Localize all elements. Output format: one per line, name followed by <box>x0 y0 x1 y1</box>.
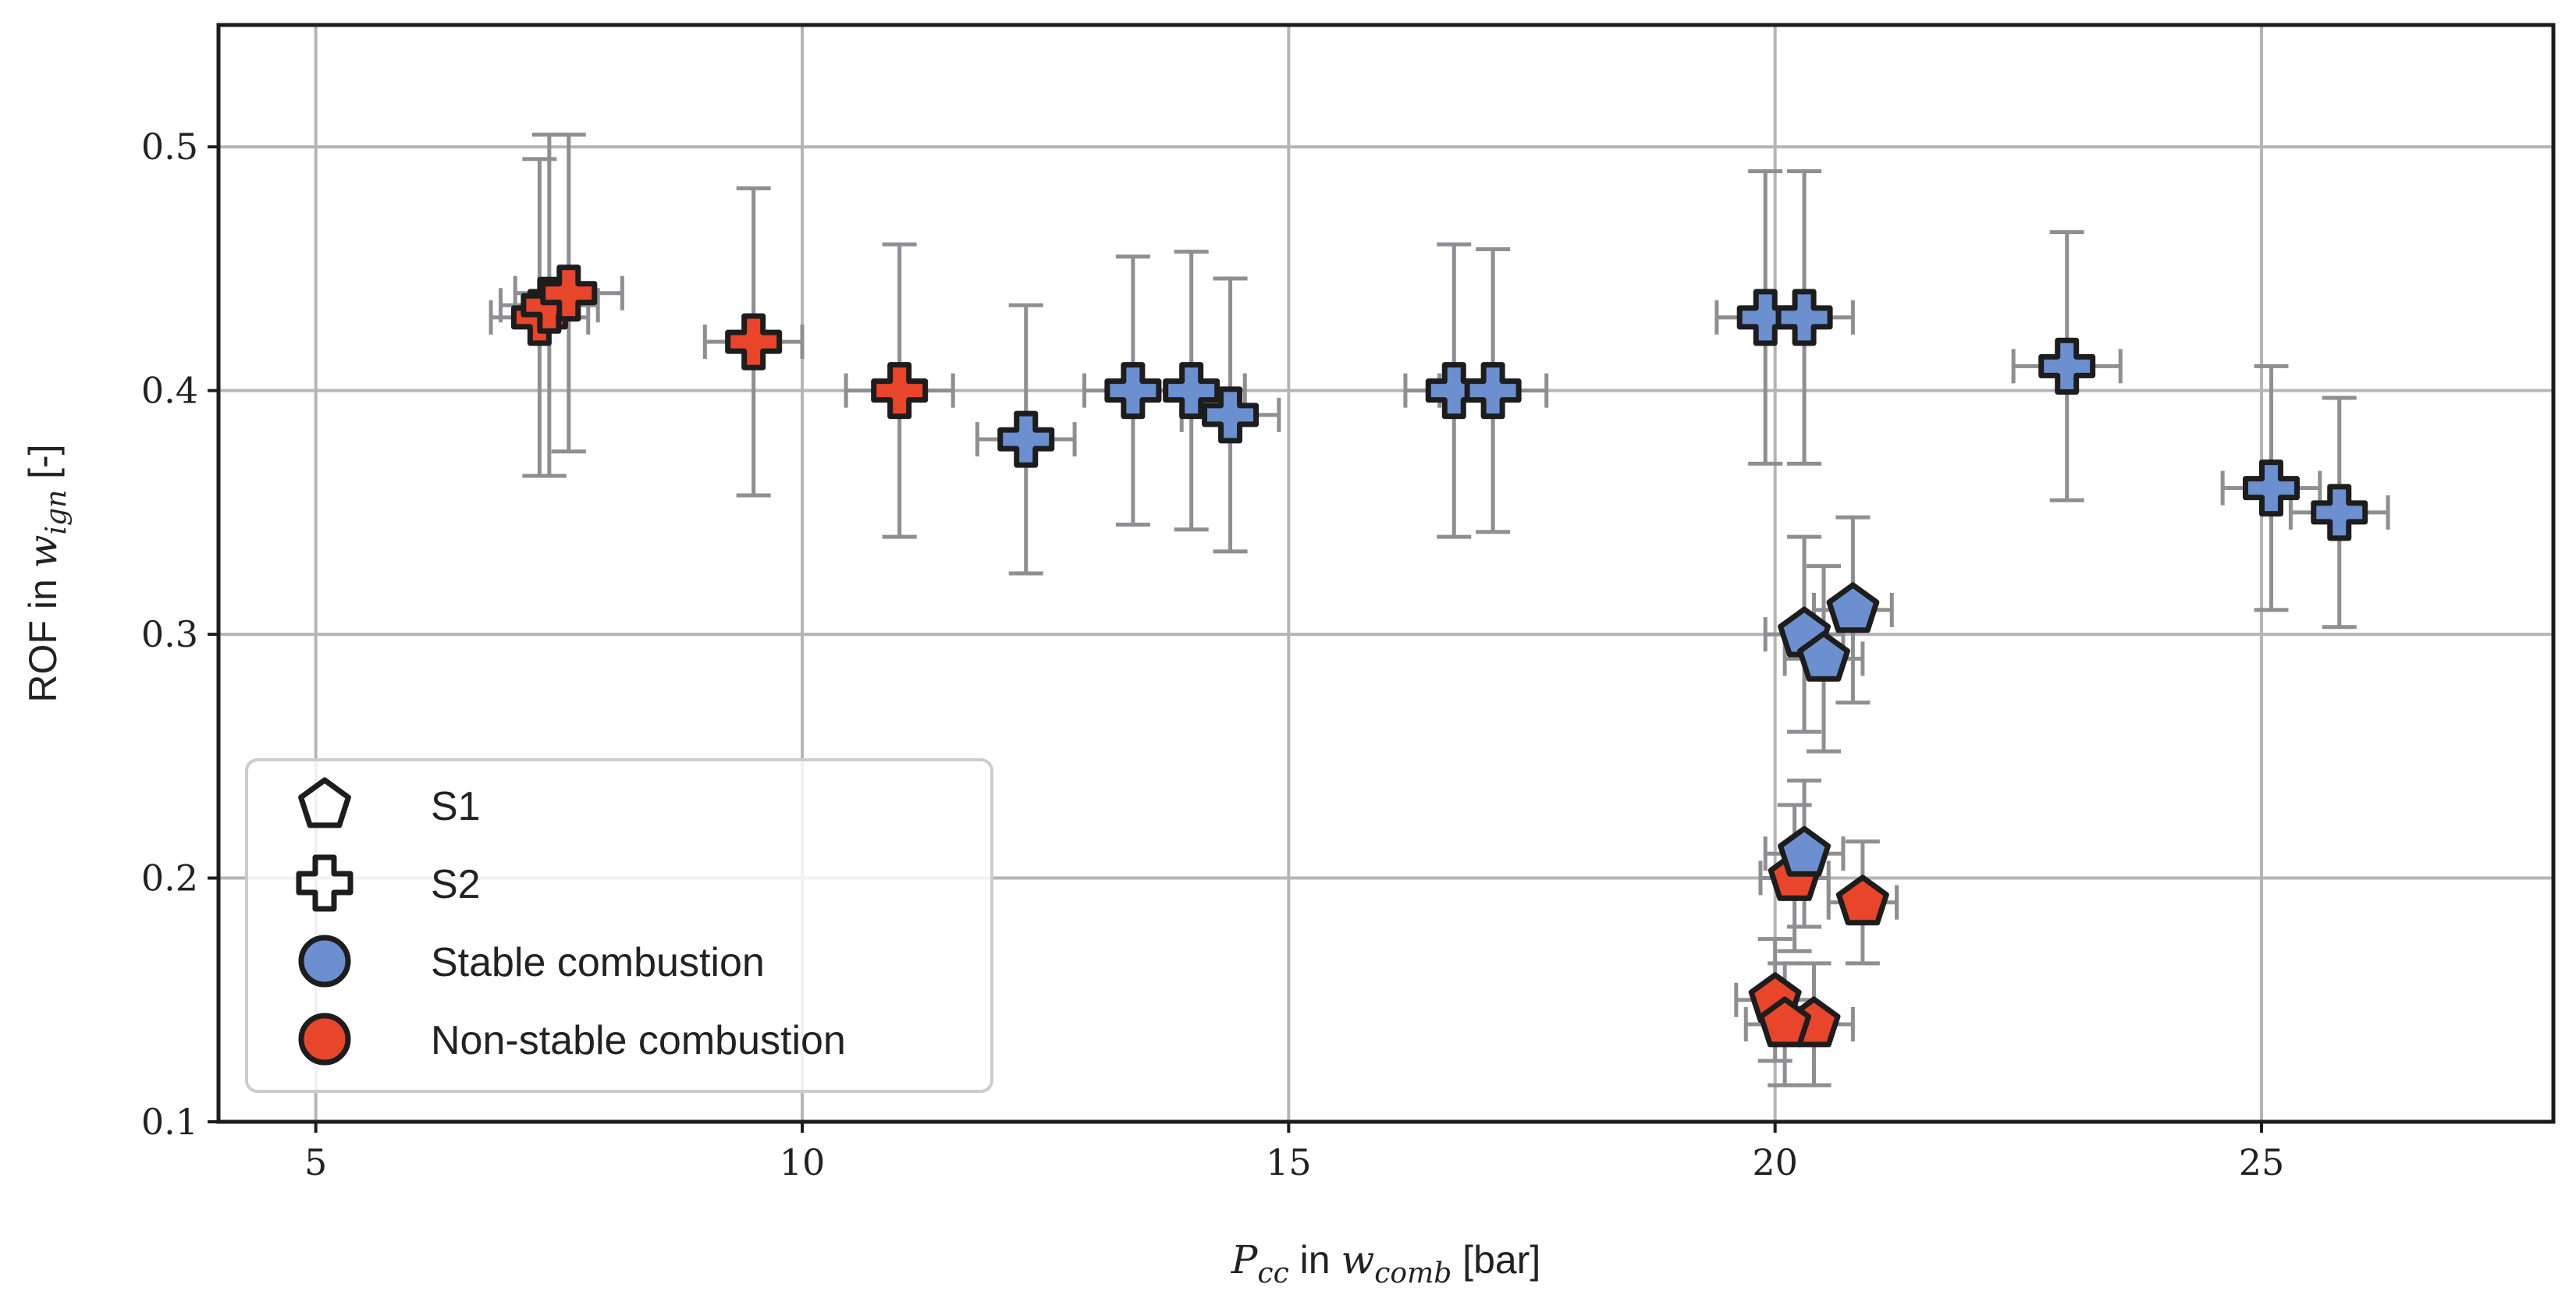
s1-marker-nonstable <box>1758 996 1812 1048</box>
x-axis-title-mid: in <box>1289 1238 1341 1282</box>
s2-marker-stable <box>1425 362 1483 420</box>
s2-marker-nonstable <box>540 264 598 322</box>
legend-label: S1 <box>431 784 481 829</box>
s2-marker-stable <box>2242 459 2300 517</box>
plot-frame <box>216 23 2556 1124</box>
legend-box <box>245 758 993 1093</box>
s2-marker-stable <box>997 410 1055 468</box>
axis-ticks: 5 10 15 20 25 0.1 0.2 0.3 0.4 0.5 <box>141 126 2284 1183</box>
legend-circle-icon <box>298 1013 351 1066</box>
y-axis-title-math: w <box>20 535 66 569</box>
x-tick-label: 20 <box>1752 1141 1798 1183</box>
legend-circle-icon <box>298 935 351 988</box>
x-axis-title-tail: [bar] <box>1451 1238 1540 1282</box>
s2-marker-stable <box>2038 337 2096 395</box>
legend-plus-icon <box>296 854 354 912</box>
y-axis-title-tail: [-] <box>21 444 65 489</box>
y-axis-title-prefix: ROF in <box>21 568 65 702</box>
s2-marker-stable <box>1104 362 1162 420</box>
y-tick-label: 0.5 <box>141 126 198 168</box>
s2-marker-stable <box>1775 289 1833 346</box>
s2-marker-nonstable <box>871 362 929 420</box>
s1-marker-nonstable <box>1835 875 1889 926</box>
legend-label: Stable combustion <box>431 940 765 985</box>
y-tick-label: 0.1 <box>141 1101 198 1143</box>
y-tick-label: 0.2 <box>141 857 198 899</box>
x-axis-title-sub2: comb <box>1374 1258 1451 1290</box>
x-tick-label: 25 <box>2239 1141 2285 1183</box>
s1-marker-stable <box>1778 825 1831 877</box>
legend-label: S2 <box>431 862 481 907</box>
x-tick-label: 5 <box>304 1141 327 1183</box>
x-axis-title-sub: cc <box>1257 1258 1288 1290</box>
s2-marker-nonstable <box>725 313 783 371</box>
y-axis-title: ROF in wign [-] <box>20 444 73 702</box>
x-axis-title: Pcc in wcomb [bar] <box>1231 1237 1540 1290</box>
s2-marker-stable <box>1202 386 1260 444</box>
legend-pentagon-icon <box>298 777 351 828</box>
x-axis-title-math2: w <box>1341 1237 1374 1282</box>
s1-marker-stable <box>1826 582 1880 633</box>
s2-marker-stable <box>1736 289 1794 346</box>
s2-marker-stable <box>1163 362 1220 420</box>
s2-marker-stable <box>2311 484 2368 541</box>
data-markers <box>510 264 2368 1048</box>
legend-label: Non-stable combustion <box>431 1018 846 1063</box>
s1-marker-stable <box>1797 630 1850 682</box>
y-tick-label: 0.3 <box>141 613 198 655</box>
y-axis-title-sub: ign <box>41 490 73 535</box>
x-axis-title-math: P <box>1231 1237 1259 1282</box>
x-tick-label: 15 <box>1266 1141 1312 1183</box>
y-tick-label: 0.4 <box>141 370 198 412</box>
x-tick-label: 10 <box>780 1141 826 1183</box>
legend: S1 S2 Stable combustion Non-stable combusti… <box>245 758 993 1093</box>
s2-marker-stable <box>1464 362 1522 420</box>
